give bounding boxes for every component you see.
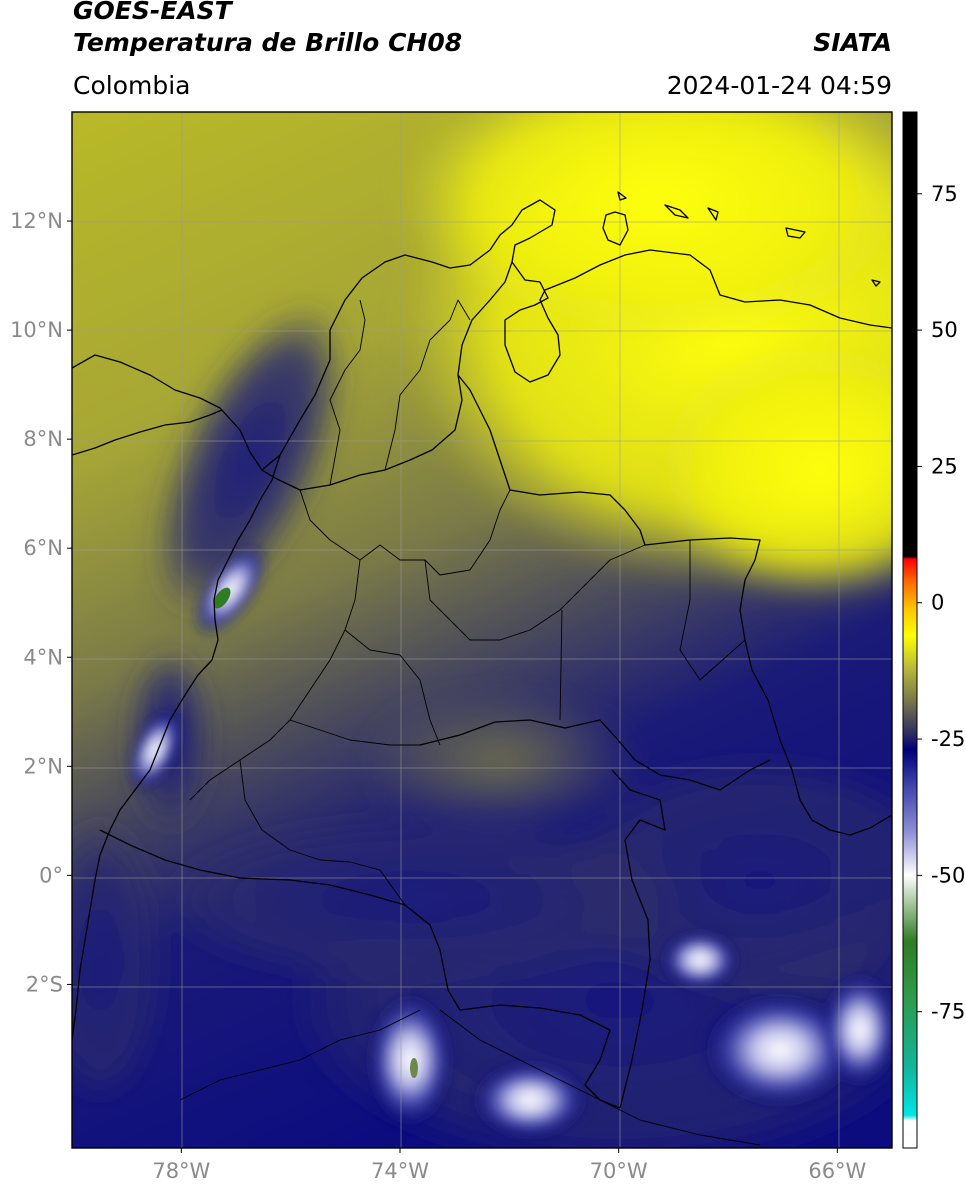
- panama-coast: [72, 409, 223, 456]
- lat-tick-label: 12°N: [10, 209, 63, 233]
- internal-departments: [189, 299, 746, 906]
- lat-tick-label: 4°N: [23, 645, 63, 669]
- colorbar: 75 50 25 0 -25 -50 -75: [902, 111, 965, 1149]
- agency-label: SIATA: [813, 28, 892, 57]
- map-panel: 12°N 10°N 8°N 6°N 4°N 2°N 0° 2°S 78°W 74°W 70°W 66…: [10, 111, 893, 1183]
- colorbar-frame: [902, 111, 918, 1149]
- lat-tick-label: 6°N: [23, 536, 63, 560]
- peru-brazil-border: [611, 769, 666, 1109]
- colorbar-tick-label: 75: [931, 182, 958, 206]
- colorbar-tick-label: -25: [931, 727, 965, 751]
- colorbar-ticks: 75 50 25 0 -25 -50 -75: [917, 182, 965, 1024]
- lat-tick-label: 2°N: [23, 754, 63, 778]
- venezuela-colombia-border: [457, 374, 892, 836]
- cold-cloud-core: [410, 1058, 418, 1078]
- colorbar-tick-label: 0: [931, 591, 944, 615]
- map-frame: [71, 111, 893, 1149]
- colorbar-tick-label: -50: [931, 863, 965, 887]
- colorbar-gradient: [903, 112, 917, 1148]
- longitude-axis: 78°W 74°W 70°W 66°W: [152, 1148, 867, 1183]
- ecuador-peru-border: [99, 829, 621, 1109]
- latitude-axis: 12°N 10°N 8°N 6°N 4°N 2°N 0° 2°S: [10, 209, 72, 996]
- colorbar-tick-label: -75: [931, 1000, 965, 1024]
- region-label: Colombia: [73, 71, 191, 100]
- timestamp-label: 2024-01-24 04:59: [666, 71, 892, 100]
- caribbean-coastline: [72, 199, 892, 471]
- brazil-border: [419, 719, 771, 791]
- colorbar-tick-label: 25: [931, 454, 958, 478]
- lon-tick-label: 70°W: [590, 1159, 648, 1183]
- lon-tick-label: 78°W: [152, 1159, 210, 1183]
- pacific-coastline: [72, 454, 281, 1041]
- coastlines-and-borders: [72, 191, 892, 1146]
- colombia-border: [261, 261, 513, 491]
- product-title: Temperatura de Brillo CH08: [73, 28, 463, 57]
- lat-tick-label: 10°N: [10, 318, 63, 342]
- satellite-title: GOES-EAST: [73, 0, 232, 25]
- lat-tick-label: 2°S: [26, 972, 63, 996]
- brightness-temperature-field: [72, 112, 892, 1148]
- colorbar-tick-label: 50: [931, 318, 958, 342]
- amazon-river: [179, 1009, 761, 1146]
- coldest-cloud-core: [213, 587, 231, 609]
- lat-tick-label: 8°N: [23, 427, 63, 451]
- lon-tick-label: 66°W: [808, 1159, 866, 1183]
- lon-tick-label: 74°W: [371, 1159, 429, 1183]
- lat-lon-gridlines: [72, 112, 892, 1148]
- aruba-curacao-islands: [602, 191, 881, 287]
- lat-tick-label: 0°: [39, 863, 63, 887]
